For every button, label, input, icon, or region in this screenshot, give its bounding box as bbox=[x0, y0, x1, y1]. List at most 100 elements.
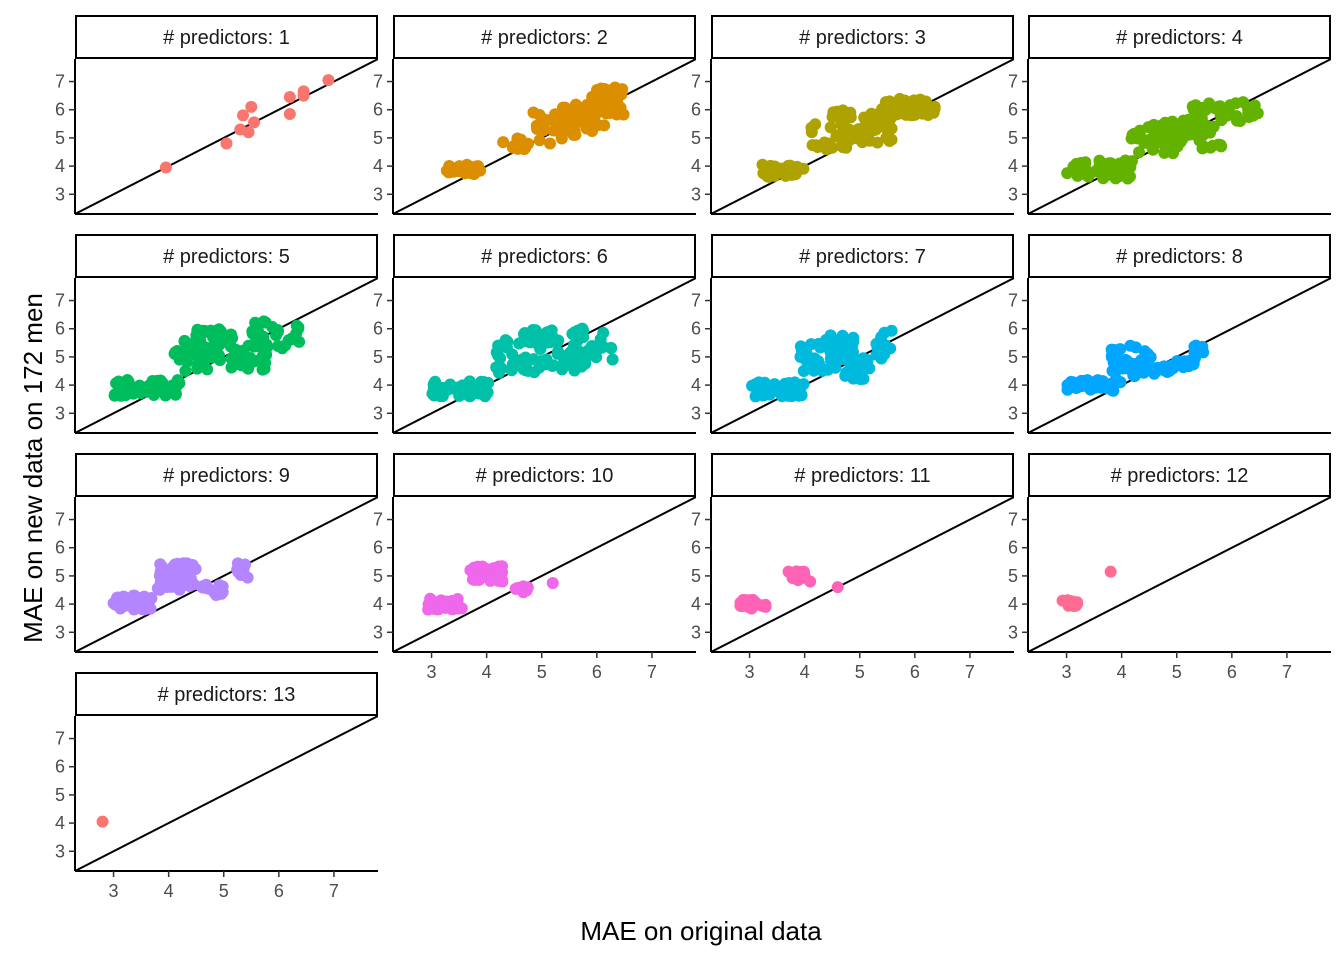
data-point bbox=[1107, 384, 1120, 397]
data-point bbox=[225, 352, 238, 365]
facet-strip bbox=[711, 453, 1014, 497]
y-tick-label: 3 bbox=[1008, 403, 1018, 423]
y-tick-label: 7 bbox=[373, 72, 383, 92]
facet-strip bbox=[711, 234, 1014, 278]
data-point bbox=[752, 376, 765, 389]
data-point bbox=[811, 141, 824, 154]
x-tick-label: 6 bbox=[1227, 662, 1237, 682]
facet-strip-label: # predictors: 5 bbox=[163, 246, 290, 268]
data-point bbox=[1212, 138, 1225, 151]
facet-strip bbox=[1028, 234, 1331, 278]
data-point bbox=[123, 594, 136, 607]
y-tick-label: 6 bbox=[691, 538, 701, 558]
facet-panel: # predictors: 8 3 4 5 6 7 bbox=[1008, 234, 1331, 434]
data-point bbox=[506, 348, 519, 361]
data-point bbox=[546, 576, 559, 589]
data-point bbox=[453, 160, 466, 173]
point-group bbox=[159, 74, 335, 174]
x-tick-label: 3 bbox=[1062, 662, 1072, 682]
x-tick-label: 4 bbox=[800, 662, 810, 682]
y-tick-label: 7 bbox=[691, 510, 701, 530]
facet-strip bbox=[393, 15, 696, 59]
data-point bbox=[603, 106, 616, 119]
data-point bbox=[858, 111, 871, 124]
point-group bbox=[746, 324, 898, 403]
x-tick-label: 7 bbox=[329, 881, 339, 901]
identity-line bbox=[1028, 497, 1331, 652]
facet-panel: # predictors: 11 3 4 5 6 7 3 4 5 6 7 bbox=[691, 453, 1014, 682]
facet-strip-label: # predictors: 9 bbox=[163, 465, 290, 487]
data-point bbox=[568, 338, 581, 351]
y-tick-label: 3 bbox=[55, 622, 65, 642]
data-point bbox=[239, 558, 252, 571]
data-point bbox=[816, 364, 829, 377]
data-point bbox=[598, 119, 611, 132]
x-tick-label: 7 bbox=[1282, 662, 1292, 682]
point-group bbox=[1061, 96, 1264, 185]
x-tick-label: 4 bbox=[1117, 662, 1127, 682]
data-point bbox=[804, 575, 817, 588]
data-point bbox=[1182, 360, 1195, 373]
point-group bbox=[440, 81, 630, 181]
data-point bbox=[224, 340, 237, 353]
facet-strip-label: # predictors: 1 bbox=[163, 27, 290, 49]
point-group bbox=[1056, 565, 1117, 612]
data-point bbox=[579, 349, 592, 362]
facet-panel: # predictors: 1 3 4 5 6 7 bbox=[55, 15, 378, 215]
data-point bbox=[1068, 595, 1081, 608]
y-tick-label: 4 bbox=[373, 375, 383, 395]
data-point bbox=[837, 332, 850, 345]
data-point bbox=[540, 353, 553, 366]
data-point bbox=[1195, 112, 1208, 125]
y-tick-label: 3 bbox=[691, 403, 701, 423]
y-tick-label: 3 bbox=[1008, 622, 1018, 642]
identity-line bbox=[711, 497, 1014, 652]
data-point bbox=[156, 560, 169, 573]
data-point bbox=[1105, 349, 1118, 362]
data-point bbox=[448, 382, 461, 395]
y-tick-label: 4 bbox=[373, 594, 383, 614]
data-point bbox=[794, 340, 807, 353]
data-point bbox=[535, 112, 548, 125]
data-point bbox=[121, 373, 134, 386]
y-tick-label: 3 bbox=[691, 622, 701, 642]
data-point bbox=[497, 136, 510, 149]
facet-strip-label: # predictors: 6 bbox=[481, 246, 608, 268]
x-tick-label: 4 bbox=[164, 881, 174, 901]
data-point bbox=[440, 595, 453, 608]
y-tick-label: 6 bbox=[1008, 100, 1018, 120]
data-point bbox=[908, 108, 921, 121]
y-tick-label: 7 bbox=[373, 510, 383, 530]
data-point bbox=[839, 369, 852, 382]
y-tick-label: 5 bbox=[373, 566, 383, 586]
data-point bbox=[879, 96, 892, 109]
data-point bbox=[810, 354, 823, 367]
data-point bbox=[297, 85, 310, 98]
data-point bbox=[488, 573, 501, 586]
point-group bbox=[96, 815, 109, 828]
y-tick-label: 5 bbox=[55, 347, 65, 367]
point-group bbox=[108, 315, 306, 402]
data-point bbox=[107, 597, 120, 610]
data-point bbox=[745, 594, 758, 607]
x-tick-label: 6 bbox=[592, 662, 602, 682]
data-point bbox=[492, 339, 505, 352]
facet-panel: # predictors: 13 3 4 5 6 7 3 4 5 6 7 bbox=[55, 672, 378, 901]
x-tick-label: 3 bbox=[109, 881, 119, 901]
data-point bbox=[482, 376, 495, 389]
data-point bbox=[490, 361, 503, 374]
data-point bbox=[606, 353, 619, 366]
data-point bbox=[1188, 346, 1201, 359]
data-point bbox=[775, 162, 788, 175]
facet-strip bbox=[75, 453, 378, 497]
y-tick-label: 4 bbox=[1008, 594, 1018, 614]
x-tick-label: 5 bbox=[219, 881, 229, 901]
data-point bbox=[1129, 341, 1142, 354]
data-point bbox=[234, 569, 247, 582]
y-tick-label: 5 bbox=[55, 566, 65, 586]
data-point bbox=[1124, 161, 1137, 174]
data-point bbox=[283, 91, 296, 104]
data-point bbox=[875, 331, 888, 344]
y-tick-label: 6 bbox=[55, 757, 65, 777]
x-tick-label: 5 bbox=[1172, 662, 1182, 682]
